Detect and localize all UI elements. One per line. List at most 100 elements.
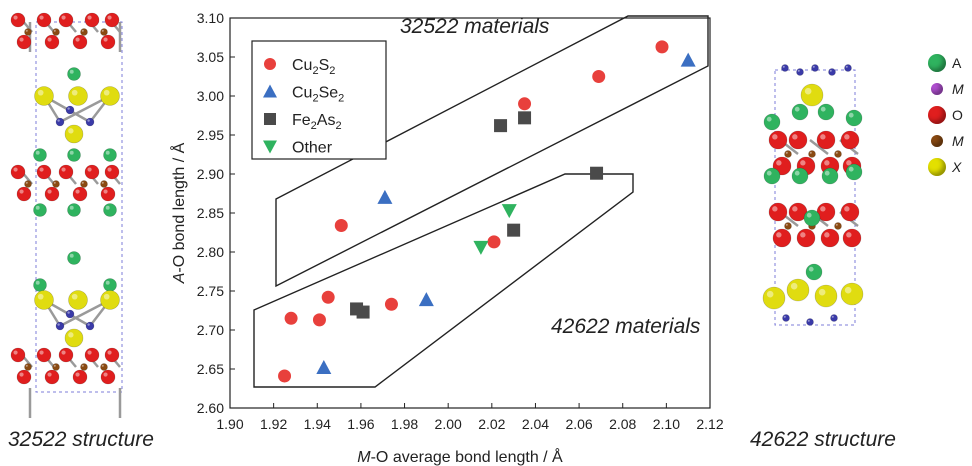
atom-ball xyxy=(33,203,47,217)
atom-ball xyxy=(84,12,100,28)
x-tick-label: 2.08 xyxy=(609,416,636,432)
atom-ball xyxy=(65,309,75,319)
atom-highlight xyxy=(794,106,800,112)
group-42622-outline xyxy=(253,173,634,388)
atom-ball xyxy=(104,12,120,28)
atom-highlight xyxy=(81,29,84,32)
atom-ball xyxy=(100,363,108,371)
atom-ball xyxy=(52,28,60,36)
atom-highlight xyxy=(107,350,112,355)
atom-highlight xyxy=(87,15,92,20)
atom-ball xyxy=(67,251,81,265)
atom-ball xyxy=(784,222,792,230)
legend-entry-label: Cu2S2 xyxy=(292,57,335,77)
atom-highlight xyxy=(25,181,28,184)
atom-highlight xyxy=(81,181,84,184)
atom-highlight xyxy=(35,150,40,155)
atom-highlight xyxy=(53,181,56,184)
data-point xyxy=(473,240,489,255)
atom-highlight xyxy=(69,205,74,210)
atom-highlight xyxy=(831,315,834,318)
atom-highlight xyxy=(39,167,44,172)
data-point xyxy=(384,297,398,311)
atom-ball xyxy=(100,369,116,385)
atom-ball xyxy=(784,150,792,158)
atom-highlight xyxy=(800,232,806,238)
structure-legend-label: M xyxy=(952,133,964,149)
structure-legend-row: M xyxy=(928,128,972,154)
atom-ball xyxy=(68,86,88,106)
atom-ball xyxy=(24,28,32,36)
atom-ball xyxy=(55,117,65,127)
legend-marker xyxy=(263,84,277,98)
atom-highlight xyxy=(846,232,852,238)
atom-highlight xyxy=(820,134,826,140)
atom-highlight xyxy=(800,160,806,166)
atom-ball xyxy=(72,34,88,50)
data-point xyxy=(278,369,292,383)
structure-32522-image xyxy=(10,12,123,418)
atom-ball xyxy=(100,180,108,188)
atom-ball xyxy=(84,164,100,180)
atom-highlight xyxy=(39,350,44,355)
atom-highlight xyxy=(53,29,56,32)
atom-ball xyxy=(16,34,32,50)
atom-ball-icon xyxy=(928,54,946,72)
y-tick-label: 3.05 xyxy=(197,49,224,65)
atom-highlight xyxy=(785,151,788,154)
atom-ball xyxy=(80,28,88,36)
x-tick-label: 2.02 xyxy=(478,416,505,432)
x-tick-label: 1.92 xyxy=(260,416,287,432)
atom-ball xyxy=(840,202,860,222)
atom-highlight xyxy=(75,37,80,42)
atom-highlight xyxy=(782,65,785,68)
atom-ball xyxy=(834,222,842,230)
data-point xyxy=(518,97,532,111)
atom-highlight xyxy=(776,232,782,238)
atom-highlight xyxy=(69,69,74,74)
atom-highlight xyxy=(783,315,786,318)
atom-highlight xyxy=(794,170,800,176)
atom-ball xyxy=(811,64,819,72)
data-point xyxy=(507,223,521,237)
x-tick-label: 2.10 xyxy=(653,416,680,432)
atom-ball xyxy=(820,228,840,248)
atom-ball xyxy=(44,186,60,202)
atom-ball xyxy=(781,64,789,72)
data-point xyxy=(312,313,326,327)
atom-highlight xyxy=(57,323,60,326)
atom-ball xyxy=(763,167,781,185)
atom-ball xyxy=(34,86,54,106)
x-tick-label: 1.90 xyxy=(216,416,243,432)
atom-highlight xyxy=(87,167,92,172)
atom-highlight xyxy=(107,167,112,172)
atom-highlight xyxy=(47,372,52,377)
atom-ball xyxy=(24,363,32,371)
atom-highlight xyxy=(844,206,850,212)
atom-highlight xyxy=(69,253,74,258)
y-tick-label: 2.60 xyxy=(197,400,224,416)
legend-marker xyxy=(263,140,277,154)
atom-ball xyxy=(58,164,74,180)
atom-ball xyxy=(33,278,47,292)
atom-highlight xyxy=(766,170,772,176)
atom-ball xyxy=(845,163,863,181)
atom-highlight xyxy=(790,282,798,290)
x-tick-label: 1.98 xyxy=(391,416,418,432)
data-point xyxy=(321,290,335,304)
y-tick-label: 2.85 xyxy=(197,205,224,221)
atom-ball xyxy=(103,203,117,217)
atom-highlight xyxy=(57,119,60,122)
atom-highlight xyxy=(835,223,838,226)
atom-highlight xyxy=(812,65,815,68)
atom-highlight xyxy=(67,311,70,314)
atom-highlight xyxy=(766,116,772,122)
atom-highlight xyxy=(19,37,24,42)
x-tick-label: 2.00 xyxy=(435,416,462,432)
atom-ball xyxy=(104,164,120,180)
atom-highlight xyxy=(848,166,854,172)
atom-ball xyxy=(803,209,821,227)
unit-cell-outline xyxy=(774,69,856,326)
atom-ball xyxy=(44,369,60,385)
